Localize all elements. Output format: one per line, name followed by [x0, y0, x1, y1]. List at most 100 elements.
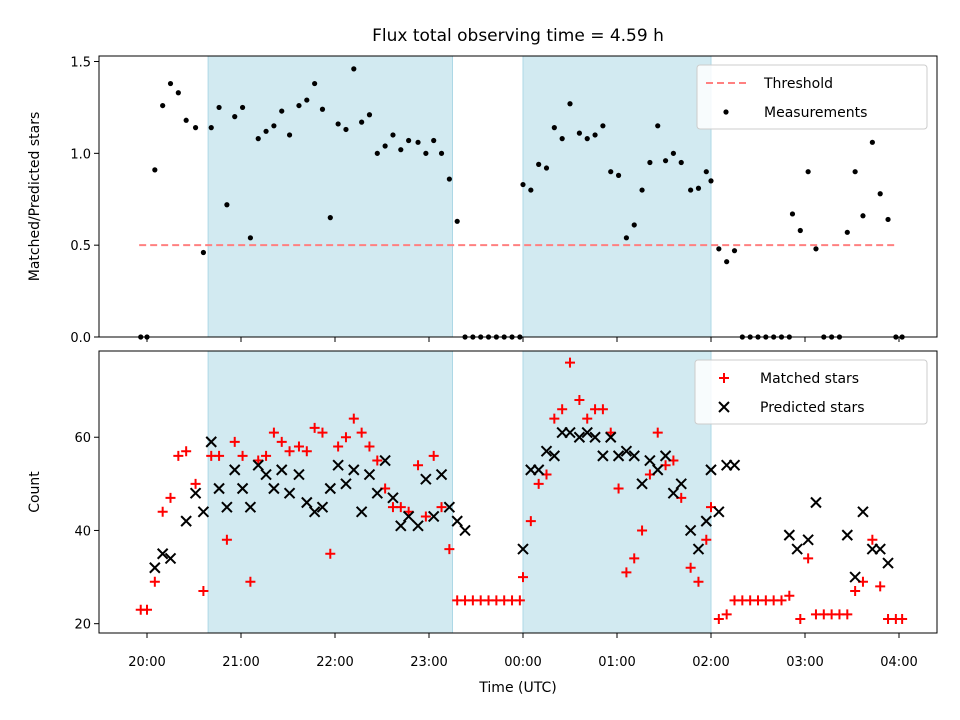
- x-tick-label: 02:00: [692, 655, 729, 670]
- matched-point: [293, 441, 304, 452]
- matched-point: [165, 492, 176, 503]
- y-tick-label: 40: [74, 524, 91, 539]
- predicted-point: [810, 496, 822, 509]
- matched-point: [317, 427, 328, 438]
- measurement-point: [247, 235, 253, 241]
- matched-point: [582, 413, 593, 424]
- legend: Threshold Measurements: [696, 64, 928, 130]
- legend-dot-swatch: [723, 109, 729, 115]
- legend-x-swatch: [718, 401, 730, 413]
- matched-point: [229, 436, 240, 447]
- predicted-point: [612, 450, 625, 462]
- measurement-point: [695, 185, 702, 191]
- measurement-point: [623, 235, 630, 241]
- predicted-point: [605, 431, 617, 443]
- measurement-point: [374, 150, 380, 156]
- predicted-point: [149, 562, 161, 574]
- y-tick-label: 20: [74, 618, 91, 633]
- predicted-point: [517, 543, 529, 555]
- matched-point: [221, 534, 232, 545]
- measurement-point: [279, 108, 285, 114]
- axes-frame: [98, 350, 938, 634]
- measurement-point: [844, 229, 850, 235]
- predicted-point: [675, 478, 687, 490]
- predicted-point: [355, 506, 368, 518]
- predicted-point: [791, 543, 803, 555]
- measurement-point: [438, 150, 445, 156]
- predicted-point: [205, 436, 217, 448]
- predicted-point: [783, 529, 796, 541]
- matched-point: [333, 441, 344, 452]
- matched-point: [364, 441, 375, 452]
- matched-point: [181, 446, 192, 457]
- measurement-point: [608, 169, 614, 175]
- measurement-point: [631, 222, 637, 228]
- matched-point: [701, 534, 712, 545]
- predicted-point: [841, 529, 854, 541]
- measurement-point: [423, 150, 429, 156]
- y-axis-title: Matched/Predicted stars: [27, 112, 43, 282]
- measurement-point: [551, 125, 557, 131]
- predicted-point: [324, 482, 337, 495]
- measurement-point: [805, 169, 811, 175]
- matched-point: [525, 516, 536, 527]
- shaded-interval: [207, 350, 453, 634]
- predicted-point: [387, 492, 399, 504]
- count-panel: 20 40 60 Count 20:00 21:00 22:00 23:00 00:00 01:0…: [27, 350, 938, 670]
- predicted-point: [620, 445, 633, 457]
- legend-frame: [694, 359, 928, 425]
- predicted-point: [802, 534, 814, 546]
- measurement-point: [319, 106, 326, 112]
- x-tick-label: 01:00: [598, 655, 635, 670]
- predicted-point: [213, 482, 225, 495]
- predicted-point: [857, 506, 869, 518]
- predicted-point: [252, 459, 264, 471]
- measurement-point: [192, 125, 199, 131]
- matched-point: [276, 436, 287, 447]
- predicted-point: [573, 431, 586, 443]
- predicted-point: [564, 426, 576, 439]
- matched-point: [149, 576, 160, 587]
- measurement-point: [271, 123, 277, 129]
- matched-point: [301, 446, 312, 457]
- axes-frame: [98, 55, 938, 338]
- measurement-point: [647, 159, 653, 166]
- predicted-point: [435, 468, 448, 481]
- measurement-point: [359, 119, 365, 125]
- matched-point: [875, 581, 886, 592]
- measurement-point: [312, 80, 318, 87]
- matched-point: [549, 413, 560, 424]
- predicted-point: [244, 501, 257, 513]
- measurement-point: [327, 215, 333, 221]
- predicted-point: [332, 459, 344, 471]
- predicted-point: [301, 496, 313, 509]
- measurement-point: [708, 178, 714, 184]
- measurement-point: [335, 121, 341, 127]
- predicted-point: [548, 450, 561, 462]
- shaded-interval: [522, 55, 712, 338]
- measurement-point: [216, 104, 222, 111]
- legend-frame: [696, 64, 928, 130]
- matched-point: [518, 572, 528, 583]
- legend: Matched stars Predicted stars: [694, 359, 928, 425]
- measurement-point: [724, 259, 730, 265]
- matched-point: [685, 562, 696, 573]
- measurement-point: [263, 128, 269, 134]
- measurement-point: [615, 172, 622, 178]
- predicted-point: [667, 487, 680, 499]
- x-tick-label: 23:00: [410, 655, 447, 670]
- legend-plus-swatch: [719, 373, 729, 383]
- shaded-interval: [207, 55, 453, 338]
- predicted-point: [180, 515, 192, 527]
- matched-point: [245, 576, 256, 587]
- measurement-point: [406, 137, 412, 144]
- measurement-point: [567, 101, 573, 107]
- predicted-point: [540, 445, 553, 457]
- predicted-point: [874, 543, 886, 555]
- predicted-point: [412, 520, 424, 532]
- matched-point: [897, 614, 908, 625]
- measurement-point: [528, 187, 534, 193]
- measurement-point: [366, 112, 373, 118]
- predicted-point: [882, 557, 894, 569]
